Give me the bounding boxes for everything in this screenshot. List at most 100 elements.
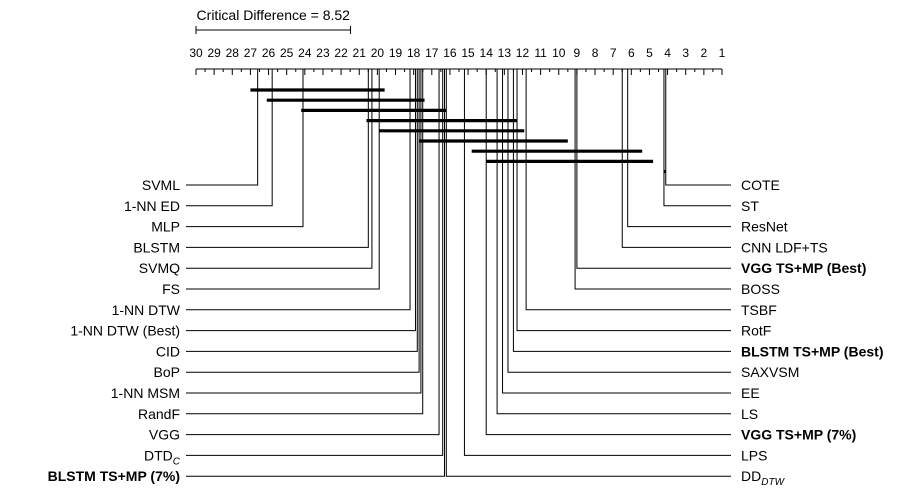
method-boss: BOSS [574, 69, 780, 297]
axis-tick-label: 14 [480, 46, 494, 60]
method-cnn-ldf-ts: CNN LDF+TS [621, 69, 828, 255]
method-connector [186, 69, 304, 228]
method-cid: CID [156, 69, 418, 359]
axis-tick-label: 13 [498, 46, 512, 60]
axis-tick-label: 21 [353, 46, 367, 60]
method-connector [627, 69, 731, 228]
method-connector [463, 69, 731, 456]
method-dtd: DTDC [144, 69, 444, 467]
method-ls: LS [496, 69, 758, 422]
method-connector [186, 69, 369, 248]
method-label: ST [741, 198, 759, 214]
method-connector [445, 69, 731, 477]
method-label: FS [162, 281, 180, 297]
axis-tick-label: 11 [534, 46, 547, 60]
method-lps: LPS [463, 69, 767, 463]
method-label: 1-NN DTW (Best) [70, 323, 180, 339]
method-fs: FS [162, 69, 380, 297]
axis-tick-label: 12 [516, 46, 530, 60]
method-connector [186, 69, 420, 373]
method-label: VGG TS+MP (7%) [741, 427, 856, 443]
method-1-nn-dtw: 1-NN DTW [112, 69, 411, 318]
method-vgg: VGG [149, 69, 440, 443]
method-connector [186, 69, 445, 477]
axis-tick-label: 20 [371, 46, 385, 60]
axis-tick-label: 1 [719, 46, 726, 60]
method-label: SVMQ [139, 260, 180, 276]
method-label: BLSTM [133, 239, 180, 255]
axis-tick-label: 24 [298, 46, 312, 60]
method-1-nn-msm: 1-NN MSM [111, 69, 422, 401]
axis-tick-label: 6 [628, 46, 635, 60]
method-label: VGG [149, 427, 180, 443]
method-connector [576, 69, 731, 269]
axis-tick-label: 5 [646, 46, 653, 60]
method-mlp: MLP [151, 69, 304, 235]
method-connector [663, 69, 731, 207]
method-label: BOSS [741, 281, 780, 297]
method-connector [574, 69, 731, 290]
axis-tick-label: 28 [226, 46, 240, 60]
method-label: CNN LDF+TS [741, 239, 828, 255]
method-label: RotF [741, 323, 771, 339]
method-connector [665, 69, 731, 186]
method-label: EE [741, 385, 760, 401]
method-connector [621, 69, 731, 248]
axis-tick-label: 19 [389, 46, 403, 60]
method-svml: SVML [142, 69, 259, 193]
method-resnet: ResNet [627, 69, 788, 235]
method-label: 1-NN MSM [111, 385, 180, 401]
method-bop: BoP [154, 69, 420, 380]
method-blstm: BLSTM [133, 69, 369, 255]
method-ee: EE [502, 69, 760, 401]
method-label: 1-NN DTW [112, 302, 181, 318]
method-connector [186, 69, 380, 290]
method-connector [186, 69, 259, 186]
axis-tick-label: 18 [407, 46, 421, 60]
method-st: ST [663, 69, 759, 214]
axis-tick-label: 3 [682, 46, 689, 60]
method-label: SAXVSM [741, 364, 799, 380]
method-connector [186, 69, 373, 269]
axis-tick-label: 27 [244, 46, 258, 60]
method-label-subscript: C [173, 456, 181, 467]
axis-tick-label: 25 [280, 46, 294, 60]
method-blstm-ts-mp-best: BLSTM TS+MP (Best) [512, 69, 883, 359]
axis-tick-label: 22 [334, 46, 348, 60]
method-vgg-ts-mp-best: VGG TS+MP (Best) [576, 69, 866, 276]
clique-bars [250, 88, 666, 174]
method-label: CID [156, 343, 180, 359]
axis-tick-label: 23 [316, 46, 330, 60]
method-cote: COTE [665, 69, 780, 193]
method-tsbf: TSBF [525, 69, 777, 318]
method-label: SVML [142, 177, 180, 193]
method-label: VGG TS+MP (Best) [741, 260, 866, 276]
method-label: LPS [741, 447, 767, 463]
axis-tick-label: 4 [664, 46, 671, 60]
method-label: MLP [151, 219, 180, 235]
method-connector [186, 69, 444, 456]
method-label: DDDTW [741, 468, 786, 488]
method-label: BoP [154, 364, 180, 380]
method-label-subscript: DTW [761, 477, 785, 488]
method-connector [186, 69, 440, 436]
axis-tick-label: 29 [207, 46, 221, 60]
method-label: 1-NN ED [124, 198, 180, 214]
method-connector [485, 69, 731, 436]
axis-tick-label: 15 [461, 46, 475, 60]
method-connector [186, 69, 418, 352]
method-dd: DDDTW [445, 69, 786, 488]
method-label: BLSTM TS+MP (7%) [48, 468, 180, 484]
axis-tick-label: 16 [443, 46, 457, 60]
method-connector [525, 69, 731, 311]
method-connector [186, 69, 424, 415]
method-connector [512, 69, 731, 352]
method-saxvsm: SAXVSM [507, 69, 799, 380]
method-labels: SVML 1-NN ED MLP BLSTM SVMQ FS 1-NN DTW 1-NN DT… [48, 69, 883, 488]
method-label: COTE [741, 177, 780, 193]
axis-tick-label: 26 [262, 46, 276, 60]
critical-difference-indicator: Critical Difference = 8.52 [195, 7, 352, 34]
axis-tick-label: 17 [425, 46, 439, 60]
axis-tick-label: 8 [592, 46, 599, 60]
